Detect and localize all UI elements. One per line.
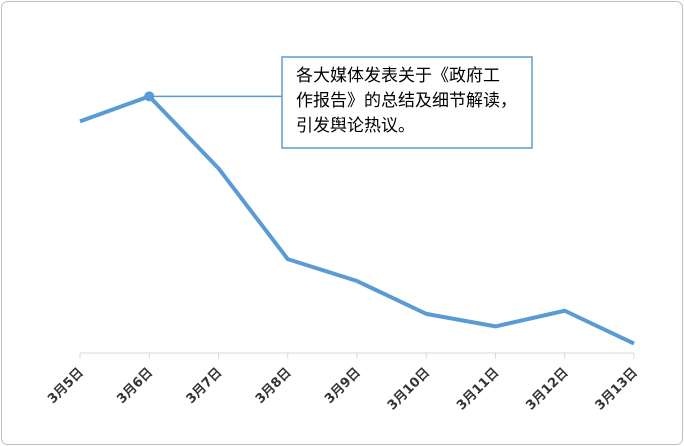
annotation-text: 作报告》的总结及细节解读， <box>296 91 517 111</box>
line <box>79 94 635 346</box>
annotation-text: 引发舆论热议。 <box>296 116 415 136</box>
annotation-point <box>144 91 155 102</box>
annotation-text: 各大媒体发表关于《政府工 <box>296 66 500 86</box>
annotation-box <box>281 56 533 149</box>
